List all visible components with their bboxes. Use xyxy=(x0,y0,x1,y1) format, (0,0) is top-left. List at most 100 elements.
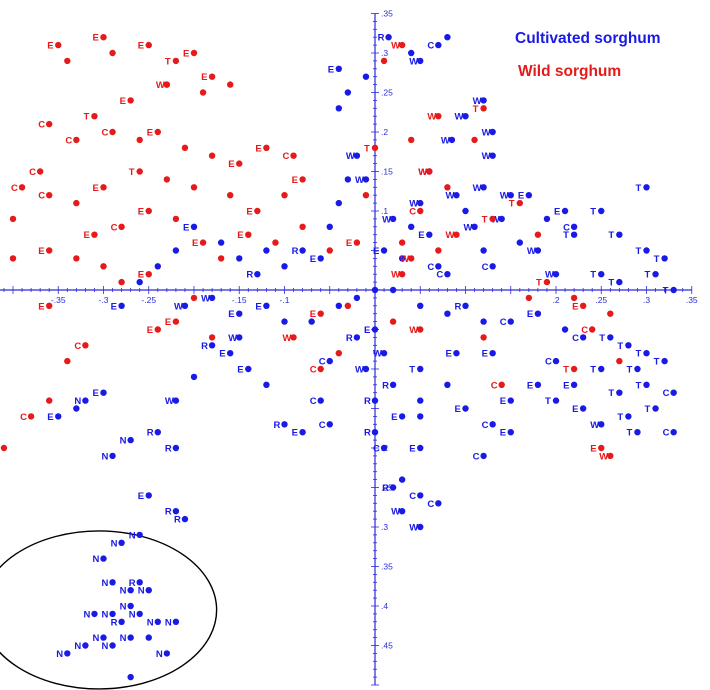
point-label: E xyxy=(228,309,234,320)
data-point xyxy=(398,255,406,262)
y-tick-label: .25 xyxy=(381,88,393,98)
data-point xyxy=(109,452,116,460)
data-point xyxy=(335,302,342,309)
data-point xyxy=(100,634,107,641)
data-point xyxy=(480,334,487,341)
data-point xyxy=(389,286,397,294)
point-label: N xyxy=(74,396,81,407)
point-label: N xyxy=(93,554,100,565)
data-point xyxy=(616,231,623,238)
data-point xyxy=(136,168,143,175)
data-point xyxy=(489,421,496,428)
data-point xyxy=(181,144,189,151)
data-point xyxy=(46,192,53,199)
point-label: T xyxy=(645,404,651,415)
data-point xyxy=(552,397,560,404)
data-point xyxy=(643,184,650,191)
point-label: N xyxy=(83,609,90,620)
data-point xyxy=(317,397,324,404)
data-point xyxy=(362,192,370,199)
point-label: E xyxy=(391,412,397,423)
point-label: R xyxy=(274,420,281,431)
axes: -.45-.35-.3-.25-.15-.1.2.25.3.35.35.3.25… xyxy=(0,9,698,686)
data-point xyxy=(353,152,361,159)
point-label: N xyxy=(129,609,136,620)
point-label: R xyxy=(346,333,353,344)
data-point xyxy=(55,413,62,420)
data-point xyxy=(18,184,26,191)
annotation-layer xyxy=(0,530,218,690)
data-point xyxy=(326,247,333,254)
data-point xyxy=(444,184,451,191)
point-label: R xyxy=(364,396,371,407)
point-label: R xyxy=(382,380,389,391)
point-label: T xyxy=(165,56,171,67)
point-label: E xyxy=(47,412,53,423)
point-label: N xyxy=(120,633,127,644)
point-label: T xyxy=(654,254,660,265)
data-point xyxy=(435,247,442,254)
data-point xyxy=(516,199,523,207)
point-label: E xyxy=(572,404,578,415)
point-label: N xyxy=(111,538,118,549)
data-point xyxy=(616,278,623,286)
data-point xyxy=(118,618,125,625)
data-point xyxy=(36,168,44,175)
legend-wild: Wild sorghum xyxy=(518,63,621,81)
data-point xyxy=(598,207,605,215)
point-label: E xyxy=(518,191,524,202)
point-label: W xyxy=(482,151,491,162)
data-point xyxy=(109,49,116,57)
point-label: T xyxy=(590,365,596,376)
data-point xyxy=(91,610,98,618)
data-point xyxy=(489,263,496,270)
point-label: T xyxy=(617,341,623,352)
data-point xyxy=(82,397,89,404)
data-point xyxy=(371,397,379,404)
point-label: E xyxy=(93,183,99,194)
point-label: E xyxy=(527,309,533,320)
data-point xyxy=(263,144,270,151)
point-label: T xyxy=(645,270,651,281)
data-point xyxy=(127,97,134,104)
data-point xyxy=(46,247,53,254)
point-label: E xyxy=(138,207,144,218)
data-point xyxy=(172,444,180,452)
data-point xyxy=(236,334,243,341)
data-point xyxy=(317,255,324,262)
point-label: N xyxy=(120,436,127,447)
data-point xyxy=(661,255,668,262)
data-point xyxy=(448,136,456,144)
data-point xyxy=(263,247,270,254)
point-label: E xyxy=(346,238,352,249)
point-label: C xyxy=(572,333,579,344)
data-point xyxy=(389,318,397,325)
point-label: W xyxy=(201,293,210,304)
data-point xyxy=(73,199,80,207)
point-label: E xyxy=(246,207,252,218)
data-point xyxy=(435,500,442,507)
data-point xyxy=(552,271,560,278)
data-point xyxy=(199,89,207,96)
x-tick-label: -.15 xyxy=(232,295,247,305)
data-point xyxy=(435,41,442,49)
data-point xyxy=(426,168,433,175)
data-point xyxy=(109,128,116,136)
data-point xyxy=(417,365,424,373)
data-point xyxy=(299,176,306,183)
data-point xyxy=(398,476,406,483)
point-label: W xyxy=(382,214,391,225)
data-point xyxy=(299,223,306,230)
data-point xyxy=(236,160,243,167)
legend-cultivated: Cultivated sorghum xyxy=(515,30,661,48)
data-point xyxy=(154,128,161,136)
data-point xyxy=(398,413,406,420)
data-point xyxy=(598,271,605,278)
point-label: N xyxy=(138,586,145,597)
data-point xyxy=(136,278,143,286)
point-label: T xyxy=(473,104,479,115)
point-label: W xyxy=(156,80,165,91)
point-label: W xyxy=(346,151,355,162)
point-label: T xyxy=(482,214,488,225)
data-point xyxy=(208,334,216,341)
